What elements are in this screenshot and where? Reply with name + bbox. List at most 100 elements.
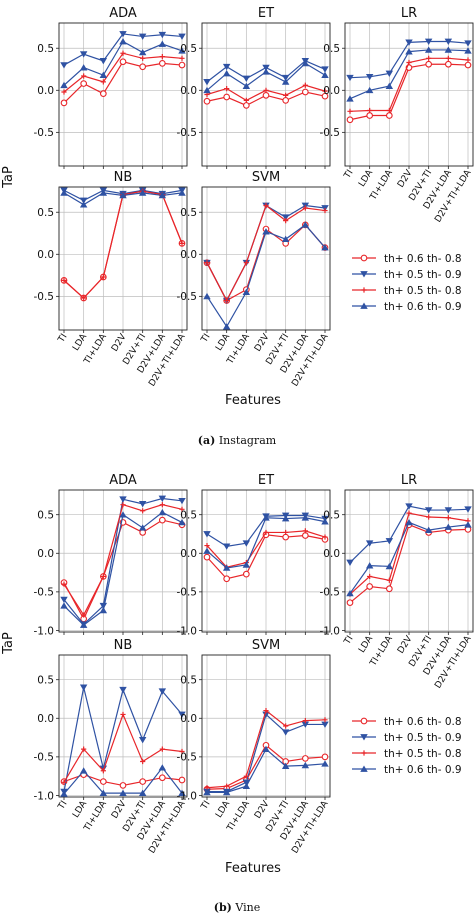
y-tick-label: 0.5 xyxy=(180,43,197,55)
x-tick-label: D2V xyxy=(110,332,129,354)
data-point xyxy=(242,782,251,790)
data-point xyxy=(243,773,249,779)
data-point xyxy=(424,38,433,45)
data-point xyxy=(178,776,186,784)
data-point xyxy=(464,47,472,54)
data-point xyxy=(405,39,413,46)
panel-title: NB xyxy=(114,170,133,185)
y-tick-label: 0.5 xyxy=(323,509,340,521)
data-point xyxy=(81,73,87,79)
data-point xyxy=(445,515,451,521)
panel-title: ET xyxy=(258,6,274,21)
data-point xyxy=(283,723,289,729)
data-point xyxy=(282,533,290,541)
y-tick-label: 0.0 xyxy=(323,548,340,560)
data-point xyxy=(119,38,127,45)
data-point xyxy=(224,783,230,789)
data-point xyxy=(242,561,251,568)
data-point xyxy=(281,214,290,221)
x-tick-label: LDA xyxy=(214,332,232,353)
legend-label: th+ 0.6 th- 0.9 xyxy=(384,764,462,776)
data-point xyxy=(119,789,127,797)
data-point xyxy=(281,74,290,82)
data-point xyxy=(281,515,290,522)
y-tick-label: 0.5 xyxy=(180,509,197,521)
figure-caption: (a) Instagram xyxy=(198,434,277,447)
data-point xyxy=(60,189,68,196)
data-point xyxy=(99,606,108,614)
panel-title: ET xyxy=(258,473,274,488)
y-tick-label: 0.0 xyxy=(180,548,197,560)
data-point xyxy=(367,573,373,580)
data-point xyxy=(119,782,127,789)
data-point xyxy=(321,244,329,251)
data-point xyxy=(385,70,394,77)
data-point xyxy=(385,585,393,593)
data-point xyxy=(222,564,231,571)
data-point xyxy=(222,63,231,71)
data-point xyxy=(321,66,329,73)
data-point xyxy=(99,778,107,785)
data-point xyxy=(159,746,165,752)
x-tick-label: LDA xyxy=(214,799,232,820)
data-point xyxy=(81,612,87,618)
legend-marker xyxy=(360,271,368,278)
data-point xyxy=(385,82,394,89)
data-point xyxy=(322,207,328,214)
data-point xyxy=(262,745,270,753)
data-point xyxy=(281,729,290,736)
data-point xyxy=(365,73,374,81)
data-point xyxy=(79,201,88,208)
y-tick-label: 0.0 xyxy=(37,548,54,560)
data-point xyxy=(242,570,250,578)
data-point xyxy=(224,297,230,304)
data-point xyxy=(60,99,68,107)
data-point xyxy=(179,748,185,755)
data-point xyxy=(405,48,413,55)
panel-title: LR xyxy=(401,6,417,21)
data-point xyxy=(365,86,374,94)
data-point xyxy=(203,86,211,94)
data-point xyxy=(243,97,249,103)
x-tick-label: TI xyxy=(56,799,69,812)
y-tick-label: -0.5 xyxy=(34,127,55,139)
data-point xyxy=(99,71,108,79)
data-point xyxy=(385,538,394,545)
data-point xyxy=(178,61,186,69)
data-point xyxy=(140,55,146,61)
data-point xyxy=(158,191,167,199)
data-point xyxy=(178,33,186,40)
panel-title: NB xyxy=(114,638,133,653)
caption-name: Vine xyxy=(232,901,260,914)
figure-b-vine: ADA 0.5 0.0 -0.5 -1.0 ET 0.5 0.0 -0.5 -1.0 LR 0.5 0.… xyxy=(1,473,474,914)
data-point xyxy=(203,97,211,105)
data-point xyxy=(385,562,394,570)
data-point xyxy=(80,80,88,87)
x-tick-label: D2V xyxy=(396,634,415,656)
data-point xyxy=(222,323,231,330)
y-tick-label: -0.5 xyxy=(320,127,341,139)
legend: th+ 0.6 th- 0.8 th+ 0.5 th- 0.9 th+ 0.5 th… xyxy=(352,716,462,776)
data-point xyxy=(321,760,329,767)
data-point xyxy=(366,112,374,119)
data-point xyxy=(444,46,453,53)
data-point xyxy=(406,59,412,66)
data-point xyxy=(302,205,308,211)
legend-label: th+ 0.6 th- 0.8 xyxy=(384,716,462,728)
data-point xyxy=(281,78,290,85)
data-point xyxy=(222,543,231,550)
x-tick-label: LDA xyxy=(71,799,89,820)
legend-label: th+ 0.5 th- 0.9 xyxy=(384,269,462,281)
y-axis-title: TaP xyxy=(1,166,16,189)
data-point xyxy=(321,71,329,79)
data-point xyxy=(203,553,211,561)
data-point xyxy=(158,495,167,502)
legend: th+ 0.6 th- 0.8 th+ 0.5 th- 0.9 th+ 0.5 th… xyxy=(352,253,462,313)
legend-label: th+ 0.5 th- 0.8 xyxy=(384,748,462,760)
data-point xyxy=(347,108,353,114)
caption-label: (a) xyxy=(198,434,216,447)
data-point xyxy=(464,40,472,47)
data-point xyxy=(158,774,166,782)
data-point xyxy=(424,46,433,53)
